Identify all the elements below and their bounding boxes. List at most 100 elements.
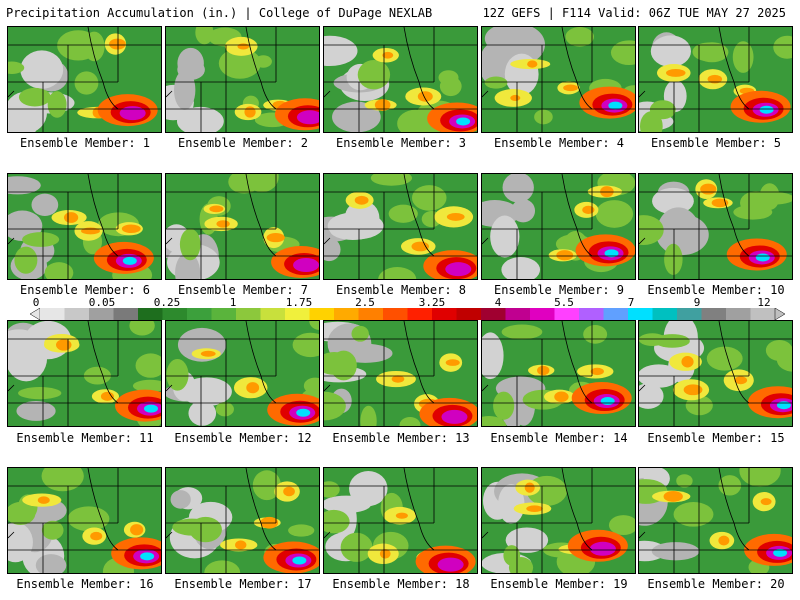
heavy-precip <box>590 367 604 376</box>
precip-field <box>166 468 319 573</box>
light-precip <box>324 481 340 498</box>
run-valid-time: 12Z GEFS | F114 Valid: 06Z TUE MAY 27 20… <box>482 6 786 20</box>
light-precip <box>739 468 781 487</box>
ensemble-member-label: Ensemble Member: 16 <box>16 577 154 591</box>
heavy-precip <box>711 198 729 208</box>
light-precip <box>501 324 543 340</box>
colorbar-swatch <box>260 308 286 320</box>
colorbar-swatch <box>358 308 384 320</box>
extreme-precip <box>437 557 464 572</box>
light-precip <box>67 506 110 532</box>
dry-area <box>16 401 56 421</box>
heavy-precip <box>663 491 683 502</box>
dry-area <box>502 174 534 203</box>
ensemble-map-panel <box>165 320 320 427</box>
colorbar-swatch <box>187 308 212 320</box>
light-precip <box>388 204 418 223</box>
ensemble-map-panel <box>481 467 636 574</box>
colorbar-swatch <box>505 308 531 320</box>
ensemble-member-label: Ensemble Member: 20 <box>647 577 785 591</box>
ensemble-map-panel <box>323 467 478 574</box>
ensemble-member-label: Ensemble Member: 7 <box>177 283 309 297</box>
light-precip <box>218 48 261 79</box>
ensemble-member-label: Ensemble Member: 2 <box>177 136 309 150</box>
light-precip <box>195 27 214 45</box>
ensemble-map-panel <box>7 320 162 427</box>
heavy-precip <box>374 99 391 111</box>
state-border <box>718 468 750 551</box>
precip-field <box>482 27 635 132</box>
dry-area <box>482 332 504 380</box>
light-precip <box>640 111 663 132</box>
light-precip <box>41 520 64 540</box>
coast-line <box>8 531 15 539</box>
ensemble-member-label: Ensemble Member: 19 <box>490 577 628 591</box>
heavy-precip <box>63 212 79 223</box>
light-precip <box>608 515 635 535</box>
colorbar-tick-label: 0.25 <box>153 296 181 309</box>
colorbar-swatch <box>554 308 580 320</box>
heavy-precip <box>266 233 285 243</box>
dry-area <box>639 383 664 409</box>
ensemble-member-label: Ensemble Member: 5 <box>650 136 782 150</box>
heavy-precip <box>417 91 433 102</box>
peak-precip <box>292 556 307 565</box>
coast-line <box>166 90 173 98</box>
ensemble-map-panel <box>323 26 478 133</box>
light-precip <box>595 200 634 228</box>
colorbar-tick-label: 7 <box>627 296 635 309</box>
state-border <box>245 468 277 551</box>
precip-field <box>639 321 792 426</box>
colorbar-swatch <box>113 308 139 320</box>
heavy-precip <box>411 241 430 252</box>
dry-area <box>35 554 67 573</box>
colorbar-tick-label: 0.05 <box>88 296 116 309</box>
light-precip <box>773 35 792 59</box>
colorbar-tick-label: 2.5 <box>355 296 375 309</box>
light-precip <box>254 55 272 68</box>
state-border <box>245 27 277 110</box>
colorbar-swatch <box>652 308 678 320</box>
colorbar-swatch <box>530 308 555 320</box>
light-precip <box>508 557 534 573</box>
light-precip <box>324 351 352 375</box>
colorbar-swatch <box>285 308 310 320</box>
ensemble-map-panel <box>323 320 478 427</box>
colorbar-swatch <box>211 308 237 320</box>
precip-field <box>324 27 477 132</box>
light-precip <box>132 379 161 392</box>
ensemble-map-panel <box>638 320 793 427</box>
heavy-precip <box>700 183 717 195</box>
colorbar-tick-label: 12 <box>757 296 771 309</box>
light-precip <box>179 228 201 261</box>
light-precip <box>664 243 683 275</box>
heavy-precip <box>283 486 295 497</box>
light-precip <box>493 391 515 420</box>
light-precip <box>135 353 161 378</box>
light-precip <box>411 185 447 211</box>
precip-field <box>324 468 477 573</box>
precip-field <box>166 321 319 426</box>
light-precip <box>14 246 38 274</box>
heavy-precip <box>537 365 550 376</box>
heavy-precip <box>446 212 465 221</box>
dry-area <box>505 527 549 553</box>
colorbar-tick-label: 3.25 <box>418 296 446 309</box>
light-precip <box>18 87 51 107</box>
state-border <box>561 174 593 257</box>
heavy-precip <box>244 106 256 118</box>
peak-precip <box>140 552 155 561</box>
light-precip <box>215 402 234 417</box>
heavy-precip <box>209 205 224 213</box>
colorbar-swatch <box>162 308 188 320</box>
map-title: Precipitation Accumulation (in.) | Colle… <box>6 6 433 20</box>
dry-area <box>176 106 224 132</box>
light-precip <box>18 387 62 400</box>
coast-line <box>482 90 489 98</box>
state-border <box>561 27 593 110</box>
colorbar-max-arrow <box>774 308 785 320</box>
heavy-precip <box>526 505 543 512</box>
state-border <box>245 321 277 404</box>
peak-precip <box>773 548 788 557</box>
light-precip <box>340 532 373 562</box>
